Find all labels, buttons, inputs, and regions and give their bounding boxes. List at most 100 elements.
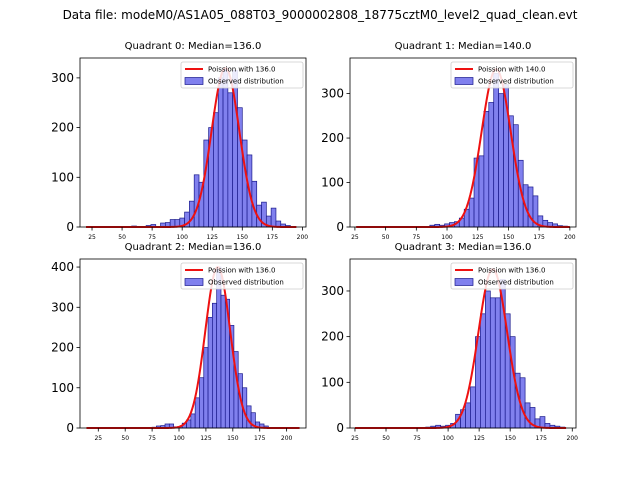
y-tick-label: 400 bbox=[51, 260, 74, 274]
histogram-bar bbox=[216, 266, 222, 429]
axes-frame bbox=[79, 57, 307, 228]
legend-label: Poission with 140.0 bbox=[478, 66, 546, 74]
quadrant-3-panel: Quadrant 3: Median=136.0 25 50 75 100 125 150 1… bbox=[321, 242, 578, 442]
histogram-bar bbox=[493, 73, 499, 228]
histogram-bar bbox=[227, 92, 234, 228]
histogram-bar bbox=[494, 297, 501, 429]
histogram-bar bbox=[270, 207, 277, 228]
y-tick-label: 200 bbox=[321, 330, 344, 344]
x-tick-label: 75 bbox=[413, 435, 421, 442]
x-tick-label: 150 bbox=[504, 435, 516, 442]
legend-patch-swatch bbox=[184, 77, 204, 85]
legend-label: Poission with 136.0 bbox=[208, 267, 276, 275]
quadrant-0-title: Quadrant 0: Median=136.0 bbox=[125, 41, 262, 52]
histogram-bar bbox=[199, 377, 205, 429]
x-tick-label: 175 bbox=[254, 435, 266, 442]
x-tick-label: 25 bbox=[94, 435, 102, 442]
legend-box bbox=[450, 61, 574, 89]
x-tick-label: 150 bbox=[237, 234, 249, 241]
figure-title: Data file: modeM0/AS1A05_088T03_90000028… bbox=[62, 8, 578, 22]
y-tick-label: 0 bbox=[66, 421, 74, 435]
y-tick-label: 100 bbox=[51, 170, 74, 184]
y-tick-label: 200 bbox=[51, 121, 74, 135]
x-tick-label: 50 bbox=[121, 435, 129, 442]
x-tick-label: 125 bbox=[472, 234, 484, 241]
x-tick-label: 50 bbox=[382, 234, 390, 241]
x-tick-label: 25 bbox=[351, 435, 359, 442]
histogram-bar bbox=[478, 155, 485, 228]
x-tick-label: 100 bbox=[173, 435, 185, 442]
legend-label: Poission with 136.0 bbox=[478, 267, 546, 275]
x-tick-label: 125 bbox=[200, 435, 212, 442]
histogram-bar bbox=[539, 416, 546, 429]
legend-label: Poission with 136.0 bbox=[208, 66, 276, 74]
x-tick-label: 75 bbox=[148, 234, 156, 241]
legend-box bbox=[450, 262, 574, 290]
histogram-bar bbox=[483, 111, 490, 228]
quadrant-2-panel: Quadrant 2: Median=136.0 25 50 75 100 125 150 1… bbox=[51, 242, 307, 442]
x-tick-label: 200 bbox=[564, 234, 576, 241]
legend-box bbox=[180, 61, 304, 89]
histogram-bar bbox=[217, 77, 224, 228]
histogram-bar bbox=[213, 112, 219, 228]
quadrant-1-title: Quadrant 1: Median=140.0 bbox=[395, 41, 532, 52]
quadrant-3-title: Quadrant 3: Median=136.0 bbox=[395, 242, 532, 253]
axes-frame bbox=[349, 258, 577, 429]
histogram-bar bbox=[212, 302, 218, 429]
y-tick-label: 200 bbox=[51, 341, 74, 355]
legend-label: Observed distribution bbox=[478, 279, 554, 287]
x-tick-label: 25 bbox=[88, 234, 96, 241]
x-tick-label: 75 bbox=[413, 234, 421, 241]
x-tick-label: 100 bbox=[176, 234, 188, 241]
poisson-curve bbox=[354, 267, 567, 429]
y-tick-label: 100 bbox=[321, 176, 344, 190]
y-tick-label: 200 bbox=[321, 131, 344, 145]
quadrant-2-title: Quadrant 2: Median=136.0 bbox=[125, 242, 262, 253]
x-tick-label: 125 bbox=[207, 234, 219, 241]
histogram-bar bbox=[203, 347, 209, 429]
y-tick-label: 300 bbox=[321, 284, 344, 298]
poisson-curve bbox=[86, 265, 300, 429]
legend-box bbox=[180, 262, 304, 290]
legend-label: Observed distribution bbox=[208, 279, 284, 287]
histogram-bar bbox=[465, 402, 471, 429]
y-tick-label: 300 bbox=[51, 300, 74, 314]
legend-patch-swatch bbox=[454, 278, 474, 286]
histogram-bar bbox=[222, 67, 229, 228]
histogram-bar bbox=[194, 397, 200, 429]
histogram-bar bbox=[489, 297, 496, 429]
axes-frame bbox=[79, 258, 307, 429]
histogram-bar bbox=[480, 313, 486, 429]
histogram-bar bbox=[470, 386, 476, 429]
histogram-bar bbox=[468, 197, 475, 228]
histogram-bar bbox=[488, 102, 495, 228]
x-tick-label: 50 bbox=[118, 234, 126, 241]
axes-frame bbox=[349, 57, 577, 228]
quadrant-0-panel: Quadrant 0: Median=136.0 25 50 75 100 125 150 1… bbox=[51, 41, 308, 241]
x-tick-label: 200 bbox=[297, 234, 309, 241]
legend-label: Observed distribution bbox=[478, 78, 554, 86]
histogram-bar bbox=[207, 316, 213, 429]
legend-patch-swatch bbox=[454, 77, 474, 85]
histogram-bar bbox=[498, 93, 504, 228]
x-tick-label: 175 bbox=[533, 234, 545, 241]
y-tick-label: 0 bbox=[336, 220, 344, 234]
legend-label: Observed distribution bbox=[208, 78, 284, 86]
histogram-bar bbox=[220, 294, 226, 429]
x-tick-label: 100 bbox=[441, 234, 453, 241]
y-tick-label: 300 bbox=[51, 71, 74, 85]
y-tick-label: 100 bbox=[321, 375, 344, 389]
x-tick-label: 50 bbox=[382, 435, 390, 442]
y-tick-label: 100 bbox=[51, 381, 74, 395]
x-tick-label: 150 bbox=[227, 435, 239, 442]
quadrant-1-panel: Quadrant 1: Median=140.0 25 50 75 100 125 150 1… bbox=[321, 41, 577, 241]
y-tick-label: 0 bbox=[336, 421, 344, 435]
y-tick-label: 0 bbox=[66, 220, 74, 234]
x-tick-label: 25 bbox=[351, 234, 359, 241]
x-tick-label: 75 bbox=[148, 435, 156, 442]
x-tick-label: 125 bbox=[473, 435, 485, 442]
histogram-bar bbox=[485, 290, 491, 429]
x-tick-label: 200 bbox=[567, 435, 579, 442]
x-tick-label: 150 bbox=[503, 234, 515, 241]
x-tick-label: 175 bbox=[536, 435, 548, 442]
